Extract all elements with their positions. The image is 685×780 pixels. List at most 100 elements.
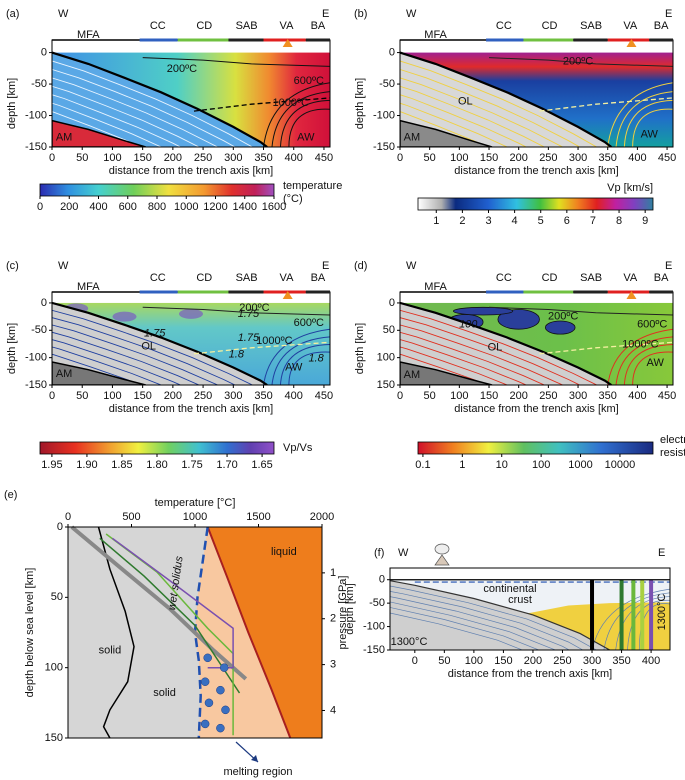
slab-contour xyxy=(400,353,489,385)
x-tick-label: 300 xyxy=(224,390,242,402)
x-tick-label: 0 xyxy=(49,390,55,402)
y2-tick-label: 4 xyxy=(330,704,336,716)
colorbar-tick-label: 10000 xyxy=(605,459,636,471)
colorbar-tick-label: 400 xyxy=(89,201,107,213)
annotation: AM xyxy=(404,369,421,381)
wedge-contour xyxy=(279,99,330,147)
slab-contour xyxy=(400,331,546,385)
colorbar-tick-label: 9 xyxy=(642,215,648,227)
section-image xyxy=(390,579,670,650)
west-label: W xyxy=(406,8,417,20)
colorbar-tick-label: 1 xyxy=(459,459,465,471)
volcano xyxy=(626,39,637,47)
x-tick-label: 50 xyxy=(76,152,88,164)
melt-field xyxy=(195,527,291,738)
annotation: AW xyxy=(285,361,303,373)
colorbar-tick-label: 1.65 xyxy=(251,459,272,471)
y-tick-label: 100 xyxy=(377,352,395,364)
east-label: E xyxy=(665,8,672,20)
slab-surface xyxy=(52,301,268,385)
colorbar-tick-label: 1.80 xyxy=(146,459,167,471)
x-tick-label: 200 xyxy=(164,390,182,402)
colorbar-label: (°C) xyxy=(283,193,303,205)
colorbar-label: Vp [km/s] xyxy=(607,182,653,194)
slab-contour xyxy=(400,317,581,385)
annotation: 1300°C xyxy=(656,594,668,631)
wedge-contour xyxy=(603,592,670,650)
volcano xyxy=(282,39,293,47)
wedge-contour xyxy=(591,588,670,650)
x-tick-label: 1500 xyxy=(246,511,270,523)
y-axis-label: depth [km] xyxy=(354,323,366,374)
y2-tick-label: 3 xyxy=(330,659,336,671)
x-tick-label: 150 xyxy=(480,152,498,164)
melt-drop xyxy=(204,698,214,708)
x-tick-label: 450 xyxy=(658,152,676,164)
annotation: 200ºC xyxy=(563,55,593,67)
wedge-contour xyxy=(271,91,330,147)
slab-contour xyxy=(390,596,570,650)
annotation: OL xyxy=(141,341,156,353)
y-tick-label: -150 xyxy=(25,141,47,153)
y-tick-label: 0 xyxy=(57,521,63,533)
x-tick-label: 200 xyxy=(524,655,542,667)
y-tick-label: -150 xyxy=(373,141,395,153)
x-tick-label: 250 xyxy=(194,390,212,402)
y2-axis-label: pressure [GPa] xyxy=(337,576,349,650)
y-tick-label: 50 xyxy=(383,324,395,336)
slab-contour xyxy=(400,111,489,147)
y-tick-label: -150 xyxy=(25,379,47,391)
annotation: 1.8 xyxy=(229,348,245,360)
annotation: solid xyxy=(99,645,122,657)
wedge-contour xyxy=(627,599,670,650)
wedge-contour xyxy=(623,99,673,147)
y-axis-label: depth [km] xyxy=(6,78,18,129)
annotation: 200ºC xyxy=(548,311,578,323)
annotation: continental xyxy=(483,583,536,595)
x-tick-label: 350 xyxy=(599,390,617,402)
y-tick-label: 100 xyxy=(45,662,63,674)
x-tick-label: 450 xyxy=(315,390,333,402)
y-tick-label: 150 xyxy=(377,379,395,391)
x-tick-label: 100 xyxy=(465,655,483,667)
slab-contour xyxy=(400,85,546,147)
annotation: AW xyxy=(297,131,315,143)
geotherm-gray xyxy=(70,525,248,681)
wedge-contour xyxy=(632,351,673,385)
asthenospheric-mantle xyxy=(400,361,493,385)
colorbar xyxy=(39,441,275,455)
west-label: W xyxy=(406,260,417,272)
x-axis-label: distance from the trench axis [km] xyxy=(448,668,612,680)
melt-drop xyxy=(200,719,210,729)
colorbar-tick-label: 100 xyxy=(532,459,550,471)
wedge-contour xyxy=(279,344,330,385)
annotation: 1000ºC xyxy=(272,97,308,109)
wedge-contour xyxy=(288,351,330,385)
slab-contour xyxy=(52,331,201,385)
region-label: MFA xyxy=(77,281,100,293)
x-tick-label: 0 xyxy=(397,152,403,164)
annotation: OL xyxy=(488,342,503,354)
annotation: AM xyxy=(404,131,421,143)
x-tick-label: 50 xyxy=(424,152,436,164)
y-tick-label: 0 xyxy=(389,297,395,309)
x-tick-label: 250 xyxy=(539,390,557,402)
colorbar-tick-label: 1.90 xyxy=(76,459,97,471)
region-label: VA xyxy=(280,272,295,284)
y2-tick-label: 2 xyxy=(330,613,336,625)
moho-dashed xyxy=(539,97,673,112)
colorbar-tick-label: 0 xyxy=(37,201,43,213)
x-tick-label: 400 xyxy=(628,152,646,164)
annotation: liquid xyxy=(271,546,297,558)
x-tick-label: 150 xyxy=(133,152,151,164)
y-axis-label: depth [km] xyxy=(354,78,366,129)
region-label: MFA xyxy=(424,281,447,293)
region-label: CD xyxy=(196,272,212,284)
x-tick-label: 500 xyxy=(122,511,140,523)
y-axis-label: depth below sea level [km] xyxy=(24,568,36,698)
x-tick-label: 150 xyxy=(494,655,512,667)
panel-letter: (f) xyxy=(374,547,384,559)
region-label: CC xyxy=(150,20,166,32)
colorbar-tick-label: 1600 xyxy=(262,201,286,213)
